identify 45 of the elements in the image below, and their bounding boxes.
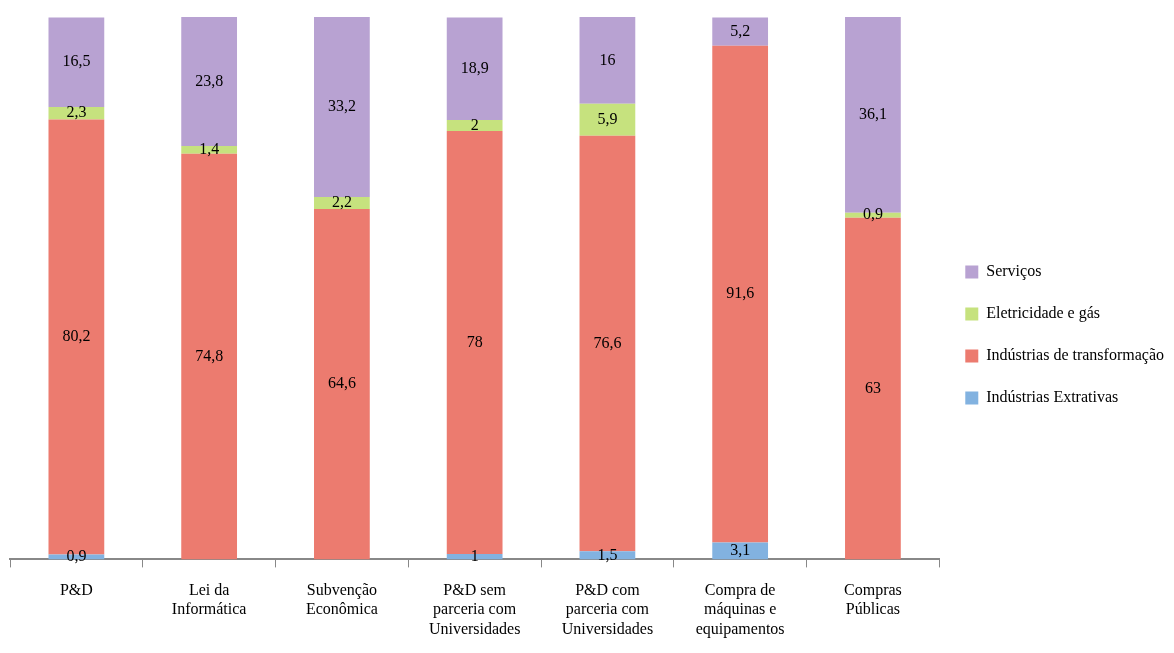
data-label: 78 (466, 332, 483, 350)
data-label: 0,9 (862, 205, 883, 223)
data-label: 1,5 (597, 545, 618, 563)
data-label: 33,2 (327, 97, 356, 115)
data-label: 63 (864, 378, 881, 396)
bar (579, 103, 636, 136)
data-label: 1,4 (199, 140, 220, 158)
x-tick-label: P&D (59, 581, 93, 599)
data-label: 74,8 (195, 346, 224, 364)
bar (314, 209, 370, 560)
legend-label: Indústrias de transformação (986, 346, 1165, 365)
bar (712, 17, 769, 46)
data-label: 80,2 (62, 327, 91, 345)
data-label: 16 (599, 50, 616, 68)
legend-label: Eletricidade e gás (986, 304, 1101, 323)
x-tick-label: P&D sem parceria com Universidades (428, 581, 521, 637)
data-label: 2,3 (66, 103, 87, 121)
x-tick-label: Subvenção Econômica (305, 581, 378, 618)
data-label: 16,5 (62, 52, 91, 70)
data-label: 2 (470, 115, 479, 133)
data-label: 91,6 (726, 284, 755, 302)
data-label: 76,6 (593, 333, 622, 351)
data-label: 36,1 (858, 105, 887, 123)
data-label: 1 (470, 546, 479, 564)
data-label: 5,2 (730, 21, 751, 39)
bar (446, 120, 503, 131)
bar (446, 17, 503, 121)
legend-label: Serviços (986, 262, 1042, 281)
data-label: 0,9 (66, 547, 87, 565)
data-label: 23,8 (195, 71, 224, 89)
data-label: 3,1 (730, 541, 751, 559)
bar (48, 17, 105, 108)
x-tick-label: Compras Públicas (844, 581, 902, 618)
legend-label: Indústrias Extrativas (986, 388, 1119, 406)
bar (712, 45, 769, 543)
x-tick-label: Compra de máquinas e equipamentos (695, 581, 785, 638)
data-label: 18,9 (460, 59, 489, 76)
x-tick-label: Lei da Informática (171, 581, 247, 618)
data-label: 2,2 (331, 193, 352, 211)
x-tick-label: P&D com parceria com Universidades (561, 581, 654, 637)
data-label: 64,6 (327, 374, 356, 392)
bar (314, 17, 370, 198)
data-label: 5,9 (597, 109, 618, 127)
bar (48, 107, 105, 120)
bar (579, 17, 636, 104)
